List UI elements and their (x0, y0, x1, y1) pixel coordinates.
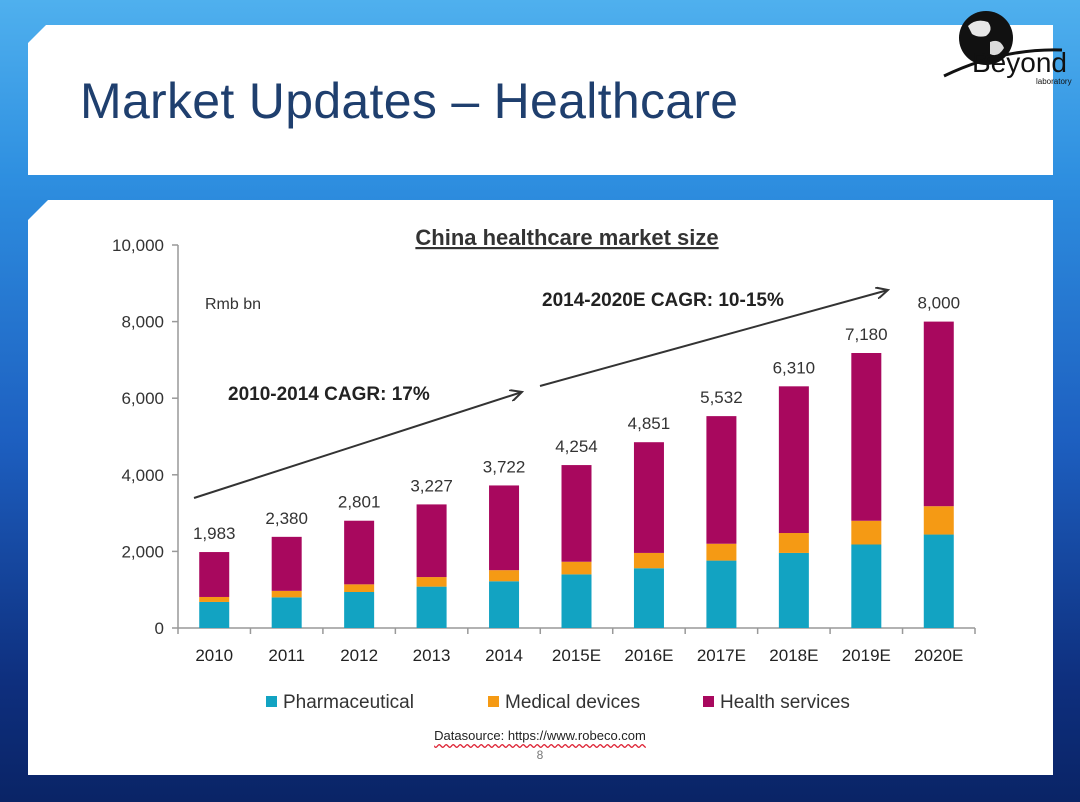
bar-health-services-2012 (344, 520, 375, 585)
bar-health-services-2018E (778, 386, 809, 534)
source-note: Datasource: https://www.robeco.com (434, 728, 646, 743)
bar-pharmaceutical-2019E (851, 544, 882, 628)
bar-total-label: 5,532 (700, 388, 743, 407)
bar-health-services-2019E (851, 353, 882, 521)
x-tick-label: 2012 (340, 646, 378, 665)
cagr-annotation-2010-2014: 2010-2014 CAGR: 17% (228, 384, 430, 405)
bar-health-services-2016E (633, 442, 664, 553)
bar-total-label: 3,722 (483, 457, 526, 476)
bar-medical-devices-2014 (489, 570, 520, 582)
bar-pharmaceutical-2010 (199, 601, 230, 628)
logo-text: Beyond (972, 47, 1067, 78)
y-tick-label: 6,000 (121, 389, 164, 408)
bar-health-services-2017E (706, 416, 737, 544)
bar-health-services-2014 (489, 485, 520, 571)
globe-icon (943, 11, 1063, 78)
bar-health-services-2011 (271, 536, 302, 591)
legend-item-health-services: Health services (703, 692, 850, 713)
bar-medical-devices-2016E (633, 552, 664, 569)
legend-label: Medical devices (505, 692, 640, 713)
bar-pharmaceutical-2017E (706, 560, 737, 628)
y-tick-label: 10,000 (112, 236, 164, 255)
bar-health-services-2015E (561, 465, 592, 562)
x-tick-label: 2020E (914, 646, 963, 665)
bar-total-label: 2,380 (265, 509, 308, 528)
bar-medical-devices-2017E (706, 543, 737, 561)
x-tick-label: 2017E (697, 646, 746, 665)
bar-pharmaceutical-2011 (271, 597, 302, 628)
x-tick-label: 2015E (552, 646, 601, 665)
y-tick-label: 0 (155, 619, 164, 638)
bar-pharmaceutical-2013 (416, 586, 447, 628)
unit-label: Rmb bn (205, 296, 261, 313)
bar-total-label: 2,801 (338, 493, 381, 512)
bar-total-label: 7,180 (845, 325, 888, 344)
legend-swatch (488, 696, 499, 707)
bar-pharmaceutical-2015E (561, 574, 592, 628)
title-card (28, 25, 1053, 175)
bar-pharmaceutical-2016E (633, 568, 664, 628)
page-number: 8 (536, 748, 544, 762)
slide-title: Market Updates – Healthcare (80, 73, 739, 129)
x-tick-label: 2018E (769, 646, 818, 665)
legend-item-medical-devices: Medical devices (488, 692, 640, 713)
bar-medical-devices-2010 (199, 596, 230, 602)
beyond-logo: Beyond laboratory (943, 11, 1072, 86)
bar-total-label: 3,227 (410, 476, 453, 495)
logo-subtext: laboratory (1036, 77, 1072, 86)
legend-swatch (266, 696, 277, 707)
bar-total-label: 4,254 (555, 437, 598, 456)
cagr-arrow-2014-2020 (539, 290, 888, 387)
bar-health-services-2020E (923, 321, 954, 507)
bar-total-label: 1,983 (193, 524, 236, 543)
bar-medical-devices-2013 (416, 577, 447, 587)
x-tick-label: 2010 (195, 646, 233, 665)
bar-medical-devices-2012 (344, 584, 375, 592)
x-tick-label: 2014 (485, 646, 523, 665)
chart-title: China healthcare market size (415, 225, 718, 250)
legend-item-pharmaceutical: Pharmaceutical (266, 692, 414, 713)
bar-medical-devices-2011 (271, 590, 302, 598)
x-tick-label: 2011 (268, 646, 305, 665)
bar-pharmaceutical-2018E (778, 552, 809, 628)
x-tick-label: 2019E (842, 646, 891, 665)
legend-label: Pharmaceutical (283, 692, 414, 713)
bar-total-label: 8,000 (917, 294, 960, 313)
cagr-arrow-2010-2014 (193, 392, 522, 499)
bar-medical-devices-2015E (561, 561, 592, 575)
y-tick-label: 8,000 (121, 313, 164, 332)
bar-health-services-2013 (416, 504, 447, 578)
bar-medical-devices-2019E (851, 520, 882, 545)
y-tick-label: 4,000 (121, 466, 164, 485)
bar-pharmaceutical-2014 (489, 581, 520, 628)
bar-total-label: 6,310 (773, 358, 816, 377)
bar-medical-devices-2020E (923, 506, 954, 535)
legend-label: Health services (720, 692, 850, 713)
x-tick-label: 2016E (624, 646, 673, 665)
bar-pharmaceutical-2020E (923, 534, 954, 628)
bar-pharmaceutical-2012 (344, 591, 375, 628)
bar-medical-devices-2018E (778, 533, 809, 553)
cagr-annotation-2014-2020: 2014-2020E CAGR: 10-15% (542, 290, 784, 311)
y-tick-label: 2,000 (121, 542, 164, 561)
legend-swatch (703, 696, 714, 707)
bar-health-services-2010 (199, 552, 230, 597)
bar-total-label: 4,851 (628, 414, 671, 433)
x-tick-label: 2013 (413, 646, 451, 665)
